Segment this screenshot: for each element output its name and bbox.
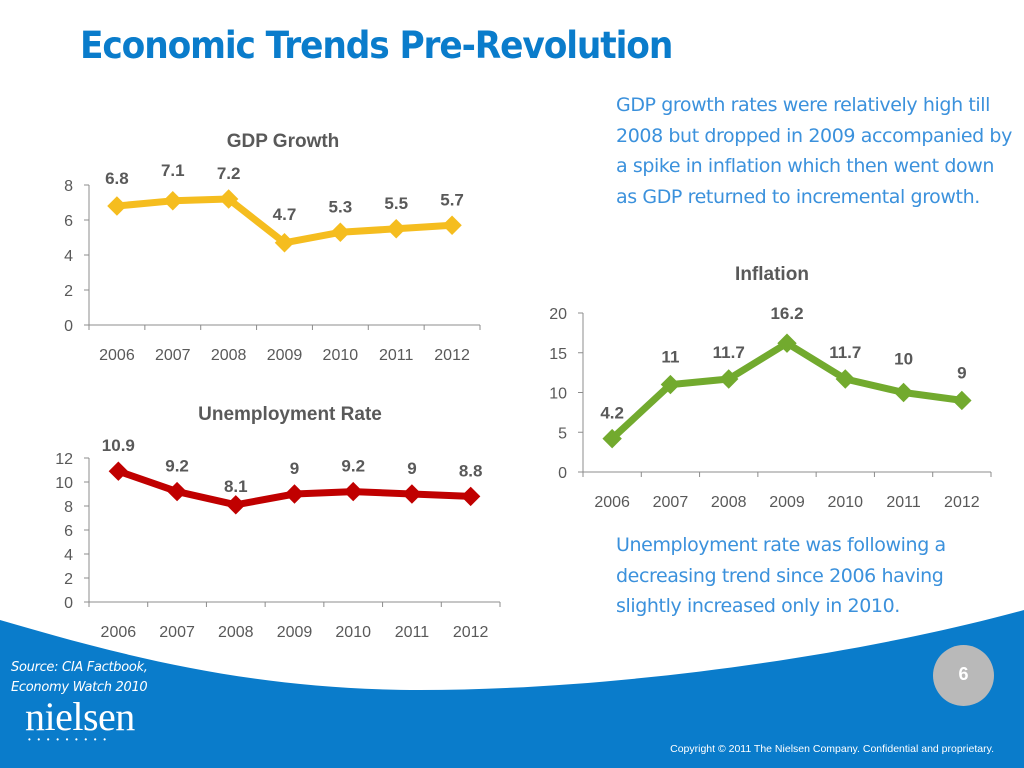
source-note: Source: CIA Factbook, Economy Watch 2010 bbox=[11, 658, 148, 698]
gdp-commentary: GDP growth rates were relatively high ti… bbox=[616, 94, 1012, 208]
data-label: 4.7 bbox=[273, 205, 297, 224]
data-point-marker bbox=[777, 333, 797, 353]
x-tick-label: 2011 bbox=[886, 494, 921, 511]
x-tick-label: 2008 bbox=[711, 494, 747, 511]
data-point-marker bbox=[602, 428, 622, 449]
x-tick-label: 2006 bbox=[101, 624, 137, 641]
data-label: 9 bbox=[957, 363, 966, 382]
unemployment-commentary: Unemployment rate was following a decrea… bbox=[616, 534, 946, 617]
x-tick-label: 2010 bbox=[827, 494, 863, 511]
data-label: 8.8 bbox=[459, 461, 483, 480]
data-label: 5.5 bbox=[384, 194, 408, 213]
data-point-marker bbox=[108, 461, 129, 481]
data-point-marker bbox=[719, 369, 739, 389]
y-tick-label: 0 bbox=[64, 318, 73, 335]
data-label: 11 bbox=[661, 348, 679, 367]
inflation-chart: Inflation 0 5 10 15 20 2006 2007 2008 2009 2010 201… bbox=[549, 264, 992, 511]
data-point-marker bbox=[402, 484, 422, 504]
footer-wave bbox=[0, 610, 1024, 768]
chart-title: Unemployment Rate bbox=[198, 404, 382, 425]
data-point-marker bbox=[460, 486, 481, 507]
chart-title: Inflation bbox=[735, 264, 809, 285]
data-point-marker bbox=[442, 215, 462, 235]
x-tick-label: 2010 bbox=[335, 624, 371, 641]
data-label: 5.3 bbox=[329, 197, 353, 216]
data-label: 7.1 bbox=[161, 161, 185, 180]
y-tick-label: 10 bbox=[549, 386, 567, 403]
data-point-marker bbox=[163, 191, 183, 211]
x-tick-label: 2009 bbox=[277, 624, 313, 641]
data-point-marker bbox=[952, 390, 972, 411]
x-tick-label: 2008 bbox=[218, 624, 254, 641]
x-tick-label: 2011 bbox=[395, 624, 430, 641]
data-point-marker bbox=[167, 481, 187, 502]
x-tick-label: 2007 bbox=[155, 347, 191, 364]
source-line-2: Economy Watch 2010 bbox=[11, 680, 148, 695]
data-label: 11.7 bbox=[829, 343, 861, 362]
y-tick-label: 4 bbox=[64, 248, 73, 265]
x-tick-label: 2010 bbox=[323, 347, 359, 364]
gdp-growth-chart: GDP Growth 0 2 4 6 8 2006 2007 2008 2009 2010 2011 2… bbox=[64, 131, 481, 364]
data-point-marker bbox=[835, 369, 855, 389]
data-point-marker bbox=[343, 481, 363, 502]
x-tick-label: 2012 bbox=[944, 494, 980, 511]
chart-title: GDP Growth bbox=[227, 131, 340, 152]
data-point-marker bbox=[218, 189, 239, 209]
data-label: 9 bbox=[407, 459, 416, 478]
data-label: 8.1 bbox=[224, 477, 248, 496]
x-tick-label: 2007 bbox=[159, 624, 195, 641]
y-tick-label: 6 bbox=[64, 523, 73, 540]
slide-title: Economic Trends Pre-Revolution bbox=[80, 24, 673, 67]
data-label: 9.2 bbox=[165, 457, 189, 476]
copyright-notice: Copyright © 2011 The Nielsen Company. Co… bbox=[670, 743, 994, 755]
nielsen-logo: nielsen bbox=[25, 694, 135, 739]
x-tick-label: 2008 bbox=[211, 347, 247, 364]
data-point-marker bbox=[284, 484, 305, 504]
y-tick-label: 2 bbox=[64, 283, 73, 300]
data-point-marker bbox=[107, 196, 127, 216]
page-number-badge: 6 bbox=[933, 645, 994, 706]
data-point-marker bbox=[274, 233, 295, 253]
y-tick-label: 4 bbox=[64, 547, 73, 564]
data-label: 9.2 bbox=[341, 457, 365, 476]
source-line-1: Source: CIA Factbook, bbox=[11, 660, 148, 675]
y-tick-label: 10 bbox=[55, 475, 73, 492]
data-label: 5.7 bbox=[440, 190, 464, 209]
data-label: 11.7 bbox=[713, 343, 745, 362]
y-tick-label: 5 bbox=[558, 425, 567, 442]
x-tick-label: 2007 bbox=[653, 494, 689, 511]
data-point-marker bbox=[893, 382, 914, 403]
data-point-marker bbox=[386, 219, 406, 239]
x-tick-label: 2012 bbox=[434, 347, 470, 364]
y-tick-label: 0 bbox=[558, 465, 567, 482]
data-label: 4.2 bbox=[600, 404, 624, 423]
data-label: 9 bbox=[290, 459, 299, 478]
y-tick-label: 15 bbox=[549, 346, 567, 363]
y-tick-label: 8 bbox=[64, 178, 73, 195]
y-tick-label: 0 bbox=[64, 595, 73, 612]
data-point-marker bbox=[330, 222, 351, 242]
x-tick-label: 2006 bbox=[99, 347, 135, 364]
x-tick-label: 2006 bbox=[594, 494, 630, 511]
data-label: 10.9 bbox=[102, 436, 135, 455]
x-tick-label: 2009 bbox=[769, 494, 805, 511]
data-label: 10 bbox=[894, 350, 913, 369]
unemployment-rate-chart: Unemployment Rate 0 2 4 6 8 10 12 2006 2007 2008 20… bbox=[55, 404, 501, 641]
x-tick-label: 2011 bbox=[379, 347, 414, 364]
nielsen-logo-dots: ••••••••• bbox=[28, 735, 113, 744]
data-point-marker bbox=[226, 495, 246, 515]
x-tick-label: 2009 bbox=[267, 347, 303, 364]
y-tick-label: 12 bbox=[55, 451, 73, 468]
y-tick-label: 2 bbox=[64, 571, 73, 588]
data-label: 7.2 bbox=[217, 164, 241, 183]
y-tick-label: 6 bbox=[64, 213, 73, 230]
data-label: 6.8 bbox=[105, 169, 129, 188]
y-tick-label: 20 bbox=[549, 306, 567, 323]
data-label: 16.2 bbox=[770, 304, 803, 323]
y-tick-label: 8 bbox=[64, 499, 73, 516]
data-point-marker bbox=[660, 374, 681, 395]
x-tick-label: 2012 bbox=[453, 624, 489, 641]
